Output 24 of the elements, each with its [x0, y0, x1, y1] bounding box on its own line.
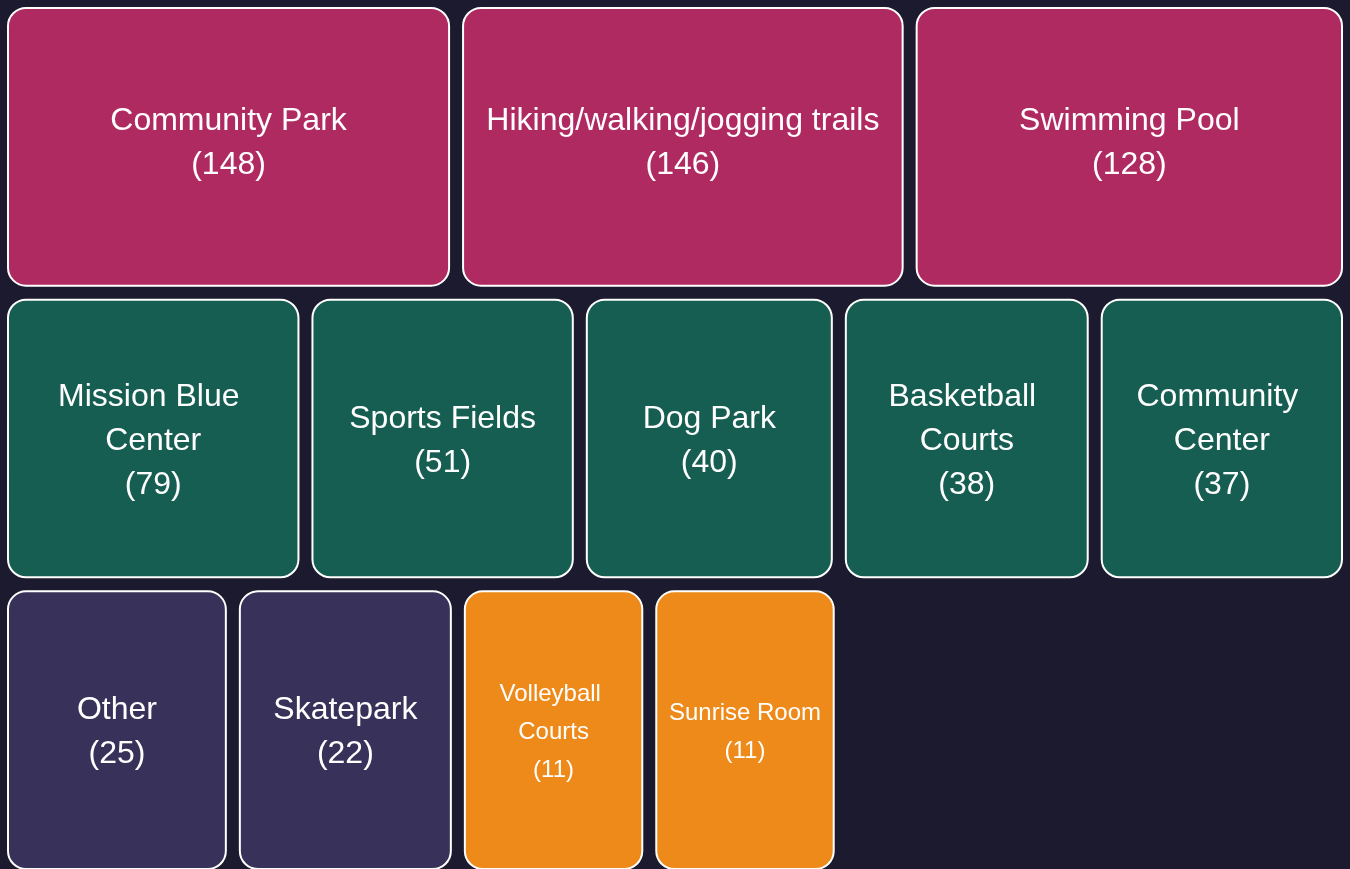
category-label: Mission Blue Center [58, 376, 249, 457]
data-label: (11) [724, 735, 766, 763]
category-label: Community Center [1136, 376, 1308, 457]
category-label: Basketball Courts [888, 376, 1046, 457]
data-label: (22) [316, 734, 374, 771]
data-label: (79) [124, 464, 182, 501]
category-label: Community Park [110, 101, 348, 138]
data-label: (148) [191, 145, 266, 182]
data-label: (128) [1091, 145, 1167, 182]
data-label: (25) [88, 734, 146, 771]
category-label: Sports Fields [349, 398, 536, 435]
data-label: (40) [680, 442, 738, 479]
category-label: Other [76, 690, 158, 727]
data-label: (38) [938, 464, 996, 501]
category-label: Swimming Pool [1019, 101, 1240, 138]
category-label: Dog Park [642, 398, 778, 435]
data-label: (51) [414, 442, 472, 479]
category-label: Hiking/walking/jogging trails [486, 101, 880, 138]
data-label: (37) [1193, 464, 1251, 501]
data-label: (11) [533, 754, 575, 782]
category-label: Skatepark [273, 690, 419, 727]
data-label: (146) [645, 145, 721, 182]
category-label: Volleyball Courts [499, 678, 608, 744]
category-label: Sunrise Room [668, 697, 822, 725]
